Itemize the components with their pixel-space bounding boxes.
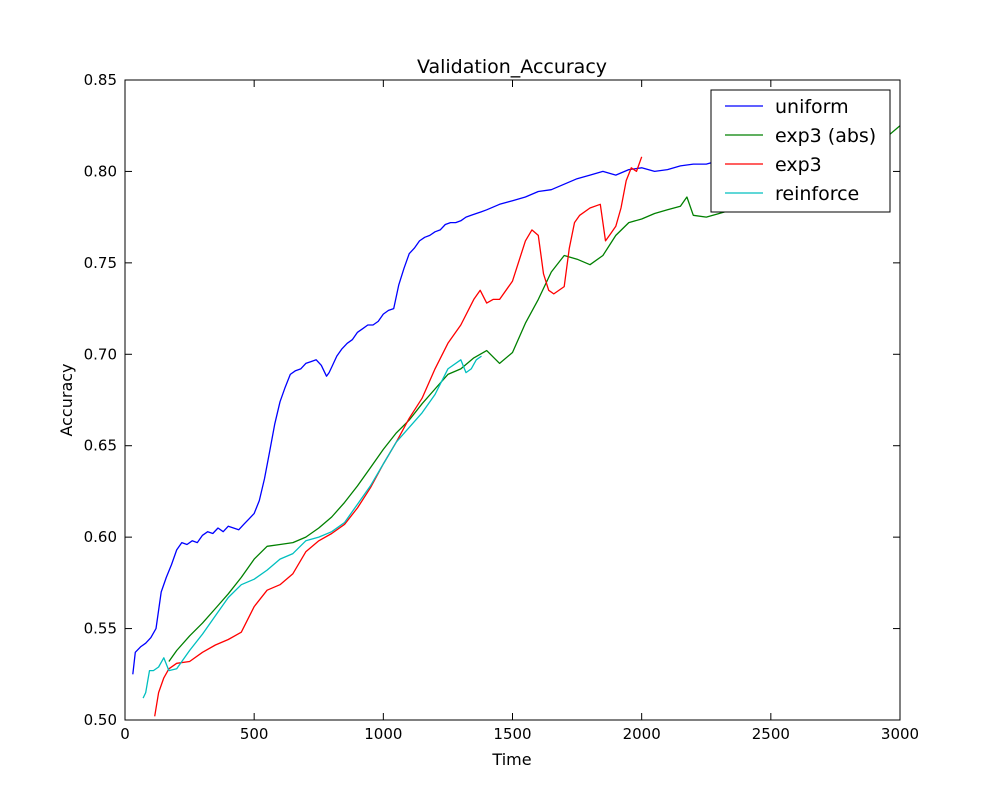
legend: uniform exp3 (abs) exp3 reinforce <box>710 89 891 213</box>
y-axis-label: Accuracy <box>57 363 76 436</box>
legend-label: uniform <box>775 96 849 118</box>
chart-title: Validation_Accuracy <box>417 56 607 78</box>
y-tick-label: 0.65 <box>84 437 117 455</box>
series-line-uniform <box>132 159 720 675</box>
x-tick-label: 0 <box>120 725 130 743</box>
series-layer <box>132 125 900 717</box>
y-tick-label: 0.85 <box>84 71 117 89</box>
y-tick-label: 0.75 <box>84 254 117 272</box>
y-tick-label: 0.80 <box>84 162 117 180</box>
x-tick-label: 2000 <box>623 725 661 743</box>
legend-label: reinforce <box>775 183 859 205</box>
y-tick-label: 0.55 <box>84 620 117 638</box>
y-tick-label: 0.70 <box>84 345 117 363</box>
x-tick-label: 3000 <box>881 725 919 743</box>
x-tick-label: 1000 <box>364 725 402 743</box>
y-tick-label: 0.50 <box>84 711 117 729</box>
x-tick-label: 2500 <box>752 725 790 743</box>
x-axis-label: Time <box>491 750 531 769</box>
legend-box <box>710 89 891 213</box>
series-line-reinforce <box>142 355 482 699</box>
x-tick-label: 500 <box>240 725 269 743</box>
x-tick-label: 1500 <box>493 725 531 743</box>
y-tick-label: 0.60 <box>84 528 117 546</box>
series-line-exp3 <box>154 156 643 717</box>
legend-label: exp3 (abs) <box>775 125 876 147</box>
axes-layer: 0 500 1000 1500 2000 2500 3000 0.50 0.55 0.60 0.65… <box>84 71 920 743</box>
legend-label: exp3 <box>775 154 822 176</box>
